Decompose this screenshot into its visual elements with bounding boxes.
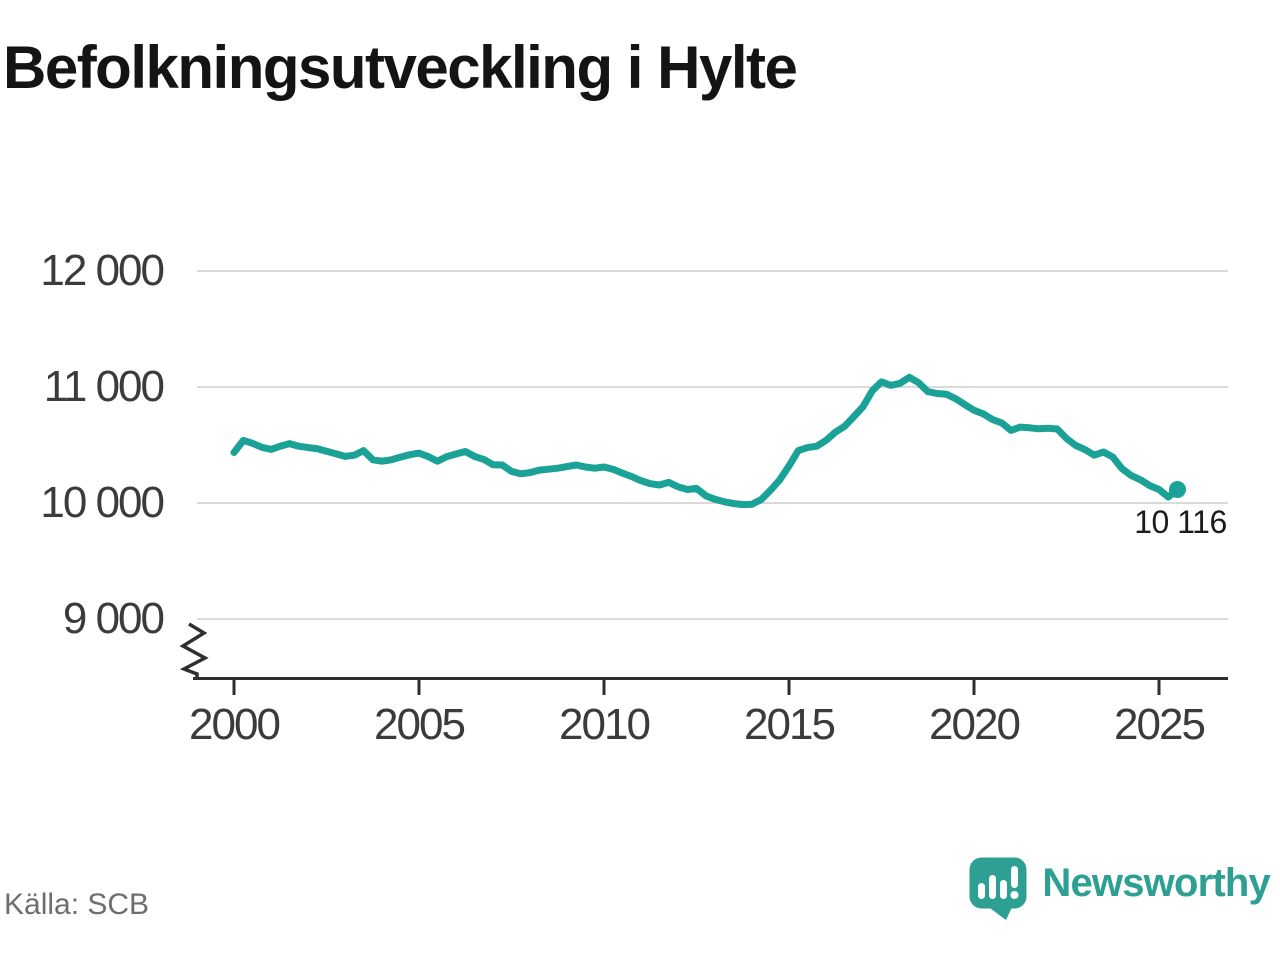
gridlines [197,270,1228,620]
x-tick-label: 2000 [189,700,281,749]
last-value-dot [1169,481,1186,499]
x-tick-label: 2020 [929,700,1021,749]
y-tick-label: 12 000 [40,246,165,295]
y-tick-label: 11 000 [43,362,165,411]
x-tick-label: 2010 [559,700,651,749]
x-tick-label: 2025 [1114,700,1206,749]
newsworthy-logo: Newsworthy [969,857,1271,923]
population-series-line [230,373,1181,509]
newsworthy-logo-icon [969,857,1027,920]
y-tick-label: 9 000 [62,594,165,643]
y-tick-label: 10 000 [40,478,165,527]
x-tick-label: 2015 [744,700,836,749]
last-value-label: 10 116 [1134,503,1227,540]
axis-break-icon [179,622,209,677]
source-label: Källa: SCB [4,888,150,921]
x-tick-label: 2005 [374,700,466,749]
x-axis-ticks [232,679,1161,695]
chart-title: Befolkningsutveckling i Hylte [3,34,798,101]
newsworthy-logo-text: Newsworthy [1042,861,1270,905]
